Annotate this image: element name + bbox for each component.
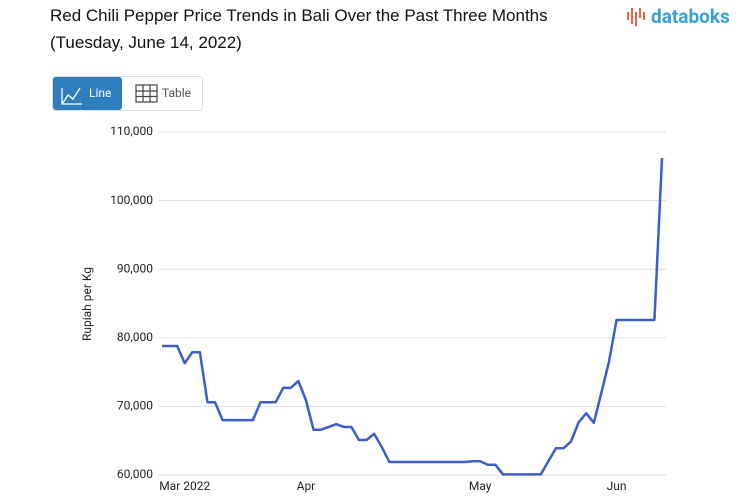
y-tick-label: 70,000 <box>117 399 153 413</box>
x-tick-label: Apr <box>297 479 316 493</box>
x-tick-label: May <box>469 479 492 493</box>
y-tick-label: 110,000 <box>110 124 153 138</box>
y-tick-label: 90,000 <box>117 261 153 275</box>
logo: databoks <box>627 5 730 28</box>
button-label[interactable]: Table <box>162 86 191 100</box>
y-axis-title: Rupiah per Kg <box>80 267 94 341</box>
y-tick-label: 60,000 <box>117 467 153 481</box>
x-tick-label: Mar 2022 <box>159 479 210 493</box>
y-tick-label: 80,000 <box>117 330 153 344</box>
line-button[interactable] <box>53 77 122 110</box>
x-tick-label: Jun <box>607 479 627 493</box>
button-label[interactable]: Line <box>89 86 111 100</box>
table-icon <box>135 84 158 103</box>
brand: databoks <box>651 5 730 28</box>
chart-title: Red Chili Pepper Price Trends in Bali Ov… <box>50 6 548 52</box>
line <box>162 158 664 476</box>
title-box: Red Chili Pepper Price Trends in Bali Ov… <box>50 6 548 52</box>
y-tick-label: 100,000 <box>110 193 153 207</box>
